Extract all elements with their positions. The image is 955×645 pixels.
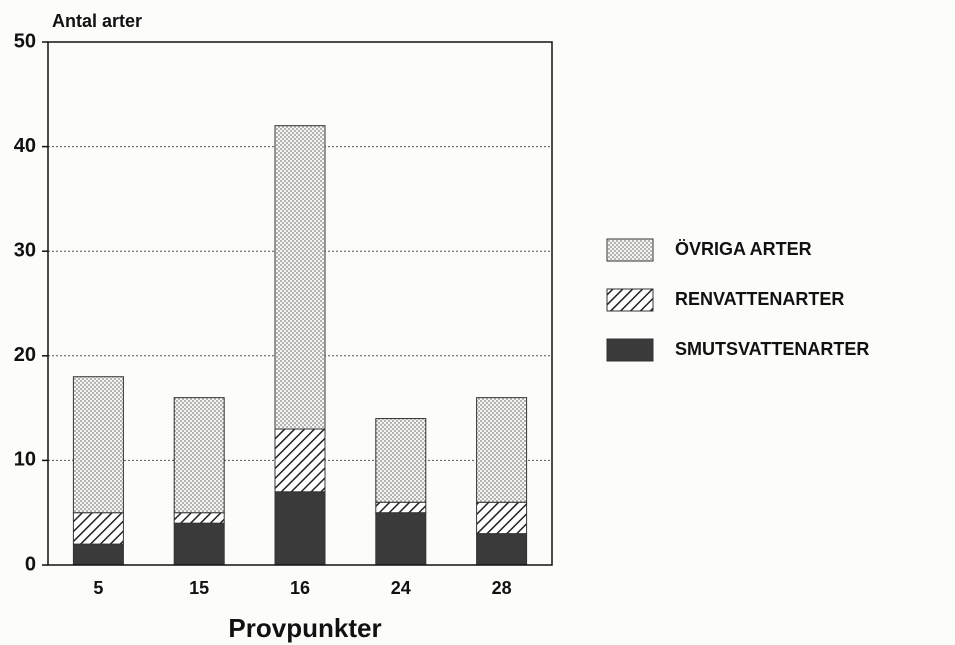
bar-segment xyxy=(173,397,225,514)
bar-segment xyxy=(72,543,124,566)
x-tick-label: 28 xyxy=(492,578,512,598)
legend-label: RENVATTENARTER xyxy=(675,289,844,309)
bar-segment xyxy=(476,533,528,566)
legend-label: SMUTSVATTENARTER xyxy=(675,339,869,359)
legend-label: ÖVRIGA ARTER xyxy=(675,239,812,259)
plot-frame xyxy=(47,41,553,566)
y-tick-label: 0 xyxy=(25,553,36,575)
y-axis-title: Antal arter xyxy=(52,11,142,31)
bar-segment xyxy=(274,428,326,493)
legend-swatch xyxy=(606,288,654,312)
bar-segment xyxy=(274,491,326,566)
x-tick-label: 15 xyxy=(189,578,209,598)
bar-segment xyxy=(274,125,326,430)
bar-segment xyxy=(173,522,225,566)
legend-swatch xyxy=(606,338,654,362)
legend-swatch xyxy=(606,238,654,262)
x-tick-label: 5 xyxy=(93,578,103,598)
bar-segment xyxy=(375,501,427,514)
y-tick-label: 10 xyxy=(14,449,36,471)
bar-segment xyxy=(72,512,124,545)
y-tick-label: 30 xyxy=(14,239,36,261)
y-tick-label: 40 xyxy=(14,135,36,157)
y-tick-label: 50 xyxy=(14,30,36,52)
bar-segment xyxy=(375,418,427,503)
bar-segment xyxy=(72,376,124,514)
x-axis-title: Provpunkter xyxy=(228,613,381,643)
y-tick-label: 20 xyxy=(14,344,36,366)
bar-segment xyxy=(476,501,528,535)
bar-segment xyxy=(375,512,427,566)
bar-segment xyxy=(173,512,225,524)
x-tick-label: 24 xyxy=(391,578,411,598)
x-tick-label: 16 xyxy=(290,578,310,598)
bar-segment xyxy=(476,397,528,503)
